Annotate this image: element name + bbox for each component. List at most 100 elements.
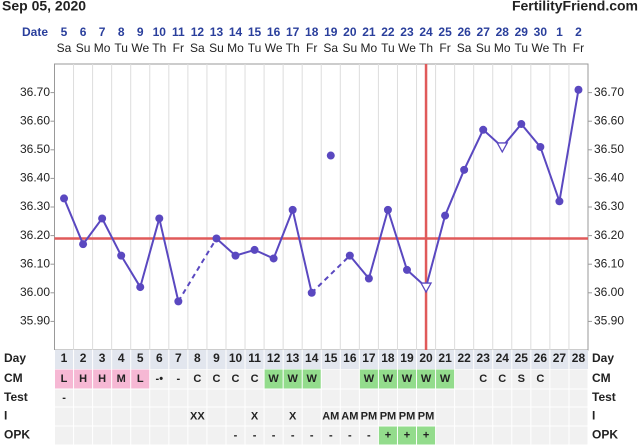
weekday-label: Su: [76, 41, 91, 55]
cell-text: C: [251, 373, 259, 385]
temp-marker: [250, 245, 259, 254]
cell: [474, 369, 493, 389]
cell: [436, 407, 455, 426]
y-tick-label: 36.60: [594, 113, 624, 127]
cycle-day: 12: [267, 351, 281, 365]
weekday-label: Mo: [361, 41, 378, 55]
cycle-day: 24: [496, 351, 510, 365]
cell: [150, 407, 169, 426]
row-label: Day: [592, 351, 614, 365]
cell: [283, 426, 302, 445]
y-tick-label: 36.20: [20, 228, 50, 242]
cycle-day: 19: [400, 351, 414, 365]
row-label: Test: [4, 390, 28, 404]
cell-text: -: [272, 429, 276, 441]
date-label: 15: [248, 25, 262, 39]
row-label: I: [592, 409, 595, 423]
weekday-label: Sa: [323, 41, 338, 55]
cell-text: +: [385, 429, 391, 441]
cell-text: PM: [418, 410, 435, 422]
cell-text: -: [310, 429, 314, 441]
cell-text: -: [291, 429, 295, 441]
date-label: 10: [153, 25, 167, 39]
y-tick-label: 36.40: [594, 171, 624, 185]
cell: [93, 369, 112, 389]
cell: [340, 407, 359, 426]
cell-text: AM: [341, 410, 358, 422]
temp-marker: [517, 120, 526, 129]
y-tick-label: 36.40: [20, 171, 50, 185]
cell-text: W: [268, 373, 279, 385]
cell: [550, 369, 569, 389]
cell-text: -•: [156, 373, 164, 385]
temp-marker: [98, 214, 107, 223]
cell: [245, 407, 264, 426]
weekday-label: Fr: [573, 41, 584, 55]
cell-text: W: [287, 373, 298, 385]
cell: [264, 426, 283, 445]
cell: [74, 426, 93, 445]
cell: [150, 426, 169, 445]
temp-marker: [174, 297, 183, 306]
date-label: 19: [324, 25, 338, 39]
y-tick-label: 36.50: [594, 142, 624, 156]
cell: [55, 389, 74, 407]
cell-text: W: [383, 373, 394, 385]
cycle-day: 18: [381, 351, 395, 365]
cell-text: W: [402, 373, 413, 385]
weekday-label: We: [131, 41, 149, 55]
y-tick-label: 36.70: [20, 85, 50, 99]
date-label: 18: [305, 25, 319, 39]
cell: [112, 389, 131, 407]
cell: [455, 426, 474, 445]
row-label: Day: [4, 351, 26, 365]
y-tick-label: 36.50: [20, 142, 50, 156]
date-label: 16: [267, 25, 281, 39]
cell: [112, 426, 131, 445]
cell: [493, 389, 512, 407]
date-label: 8: [118, 25, 125, 39]
date-label: 20: [343, 25, 357, 39]
weekday-label: Fr: [173, 41, 184, 55]
weekday-label: Sa: [457, 41, 472, 55]
y-tick-label: 36.00: [20, 285, 50, 299]
cycle-day: 14: [305, 351, 319, 365]
chart-title: Sep 05, 2020: [2, 0, 86, 14]
cell: [417, 369, 436, 389]
date-label: 26: [457, 25, 471, 39]
cell: [131, 426, 150, 445]
cell: [93, 407, 112, 426]
weekday-label: Sa: [190, 41, 205, 55]
cycle-day: 11: [248, 351, 261, 365]
cell: [359, 426, 378, 445]
date-label: 30: [534, 25, 548, 39]
temp-marker: [231, 251, 240, 260]
temp-marker: [326, 151, 335, 160]
row-label: Test: [592, 390, 616, 404]
cell: [131, 389, 150, 407]
date-label: 21: [362, 25, 376, 39]
cell: [283, 407, 302, 426]
date-label: 29: [515, 25, 529, 39]
cell: [340, 369, 359, 389]
cell-text: C: [193, 373, 201, 385]
date-label: 9: [137, 25, 144, 39]
y-tick-label: 36.10: [20, 256, 50, 270]
cell: [169, 407, 188, 426]
cell: [493, 426, 512, 445]
cycle-day: 10: [229, 351, 243, 365]
temp-marker: [136, 283, 145, 292]
cell: [340, 426, 359, 445]
cell: [474, 407, 493, 426]
cell: [245, 369, 264, 389]
weekday-label: Fr: [439, 41, 450, 55]
cell-text: -: [62, 392, 66, 404]
cell: [283, 369, 302, 389]
temp-marker: [60, 194, 69, 203]
date-label: 25: [438, 25, 452, 39]
cell-text: C: [536, 373, 544, 385]
cell-text: -: [234, 429, 238, 441]
temp-marker: [364, 274, 373, 283]
cell: [474, 389, 493, 407]
cell: [359, 389, 378, 407]
